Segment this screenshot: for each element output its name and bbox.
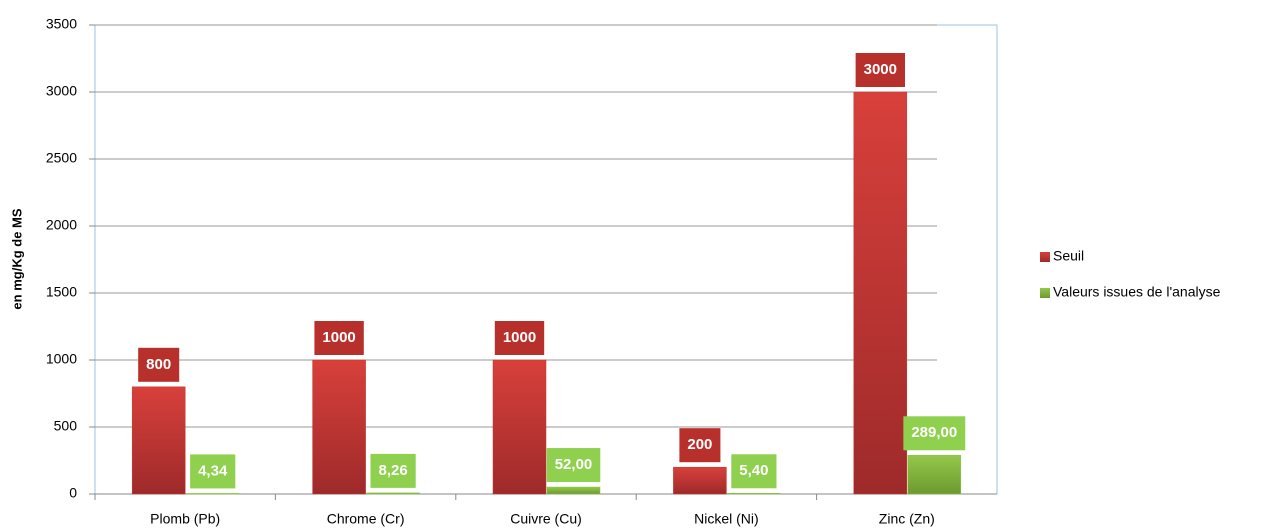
x-tick-label: Zinc (Zn) bbox=[879, 511, 935, 527]
legend-label: Seuil bbox=[1053, 248, 1084, 264]
bar bbox=[853, 91, 908, 495]
data-label: 800 bbox=[146, 356, 171, 373]
bar bbox=[727, 493, 781, 495]
bar bbox=[312, 359, 366, 495]
bar bbox=[366, 492, 420, 495]
data-label-box bbox=[546, 448, 601, 483]
x-tick-label: Chrome (Cr) bbox=[327, 511, 405, 527]
data-label: 5,40 bbox=[739, 462, 768, 479]
y-tick-label: 1000 bbox=[46, 351, 77, 367]
x-tick-label: Plomb (Pb) bbox=[150, 511, 220, 527]
data-label-box bbox=[370, 453, 416, 488]
data-label: 1000 bbox=[503, 329, 536, 346]
legend-swatch bbox=[1040, 288, 1050, 298]
bar bbox=[185, 493, 240, 495]
data-label-box bbox=[903, 416, 966, 451]
legend-swatch bbox=[1040, 252, 1050, 262]
bar bbox=[492, 359, 547, 495]
data-label-box bbox=[679, 428, 721, 463]
y-tick-label: 1500 bbox=[46, 284, 77, 300]
y-tick-label: 3500 bbox=[46, 16, 77, 32]
data-label: 4,34 bbox=[198, 462, 228, 479]
data-label-box bbox=[138, 347, 180, 382]
data-label-box bbox=[855, 53, 905, 87]
x-tick-label: Nickel (Ni) bbox=[694, 511, 759, 527]
x-tick-label: Cuivre (Cu) bbox=[510, 511, 582, 527]
y-axis-label: en mg/Kg de MS bbox=[9, 208, 24, 309]
legend-label: Valeurs issues de l'analyse bbox=[1053, 284, 1221, 300]
y-tick-label: 0 bbox=[69, 485, 77, 501]
data-label-box bbox=[314, 321, 364, 355]
data-label: 200 bbox=[687, 436, 712, 453]
bar bbox=[546, 486, 601, 495]
data-label: 52,00 bbox=[555, 456, 593, 473]
y-tick-label: 500 bbox=[54, 418, 78, 434]
bar bbox=[673, 466, 727, 495]
data-label-box bbox=[494, 321, 545, 355]
data-label: 8,26 bbox=[378, 462, 407, 479]
data-label: 3000 bbox=[864, 61, 897, 78]
y-tick-label: 3000 bbox=[46, 83, 77, 99]
data-label: 289,00 bbox=[911, 424, 957, 441]
y-tick-label: 2000 bbox=[46, 217, 77, 233]
data-label-box bbox=[190, 454, 236, 489]
y-tick-label: 2500 bbox=[46, 150, 77, 166]
data-label: 1000 bbox=[322, 329, 355, 346]
data-label-box bbox=[731, 454, 777, 489]
bar bbox=[131, 386, 186, 495]
bar bbox=[907, 455, 962, 495]
